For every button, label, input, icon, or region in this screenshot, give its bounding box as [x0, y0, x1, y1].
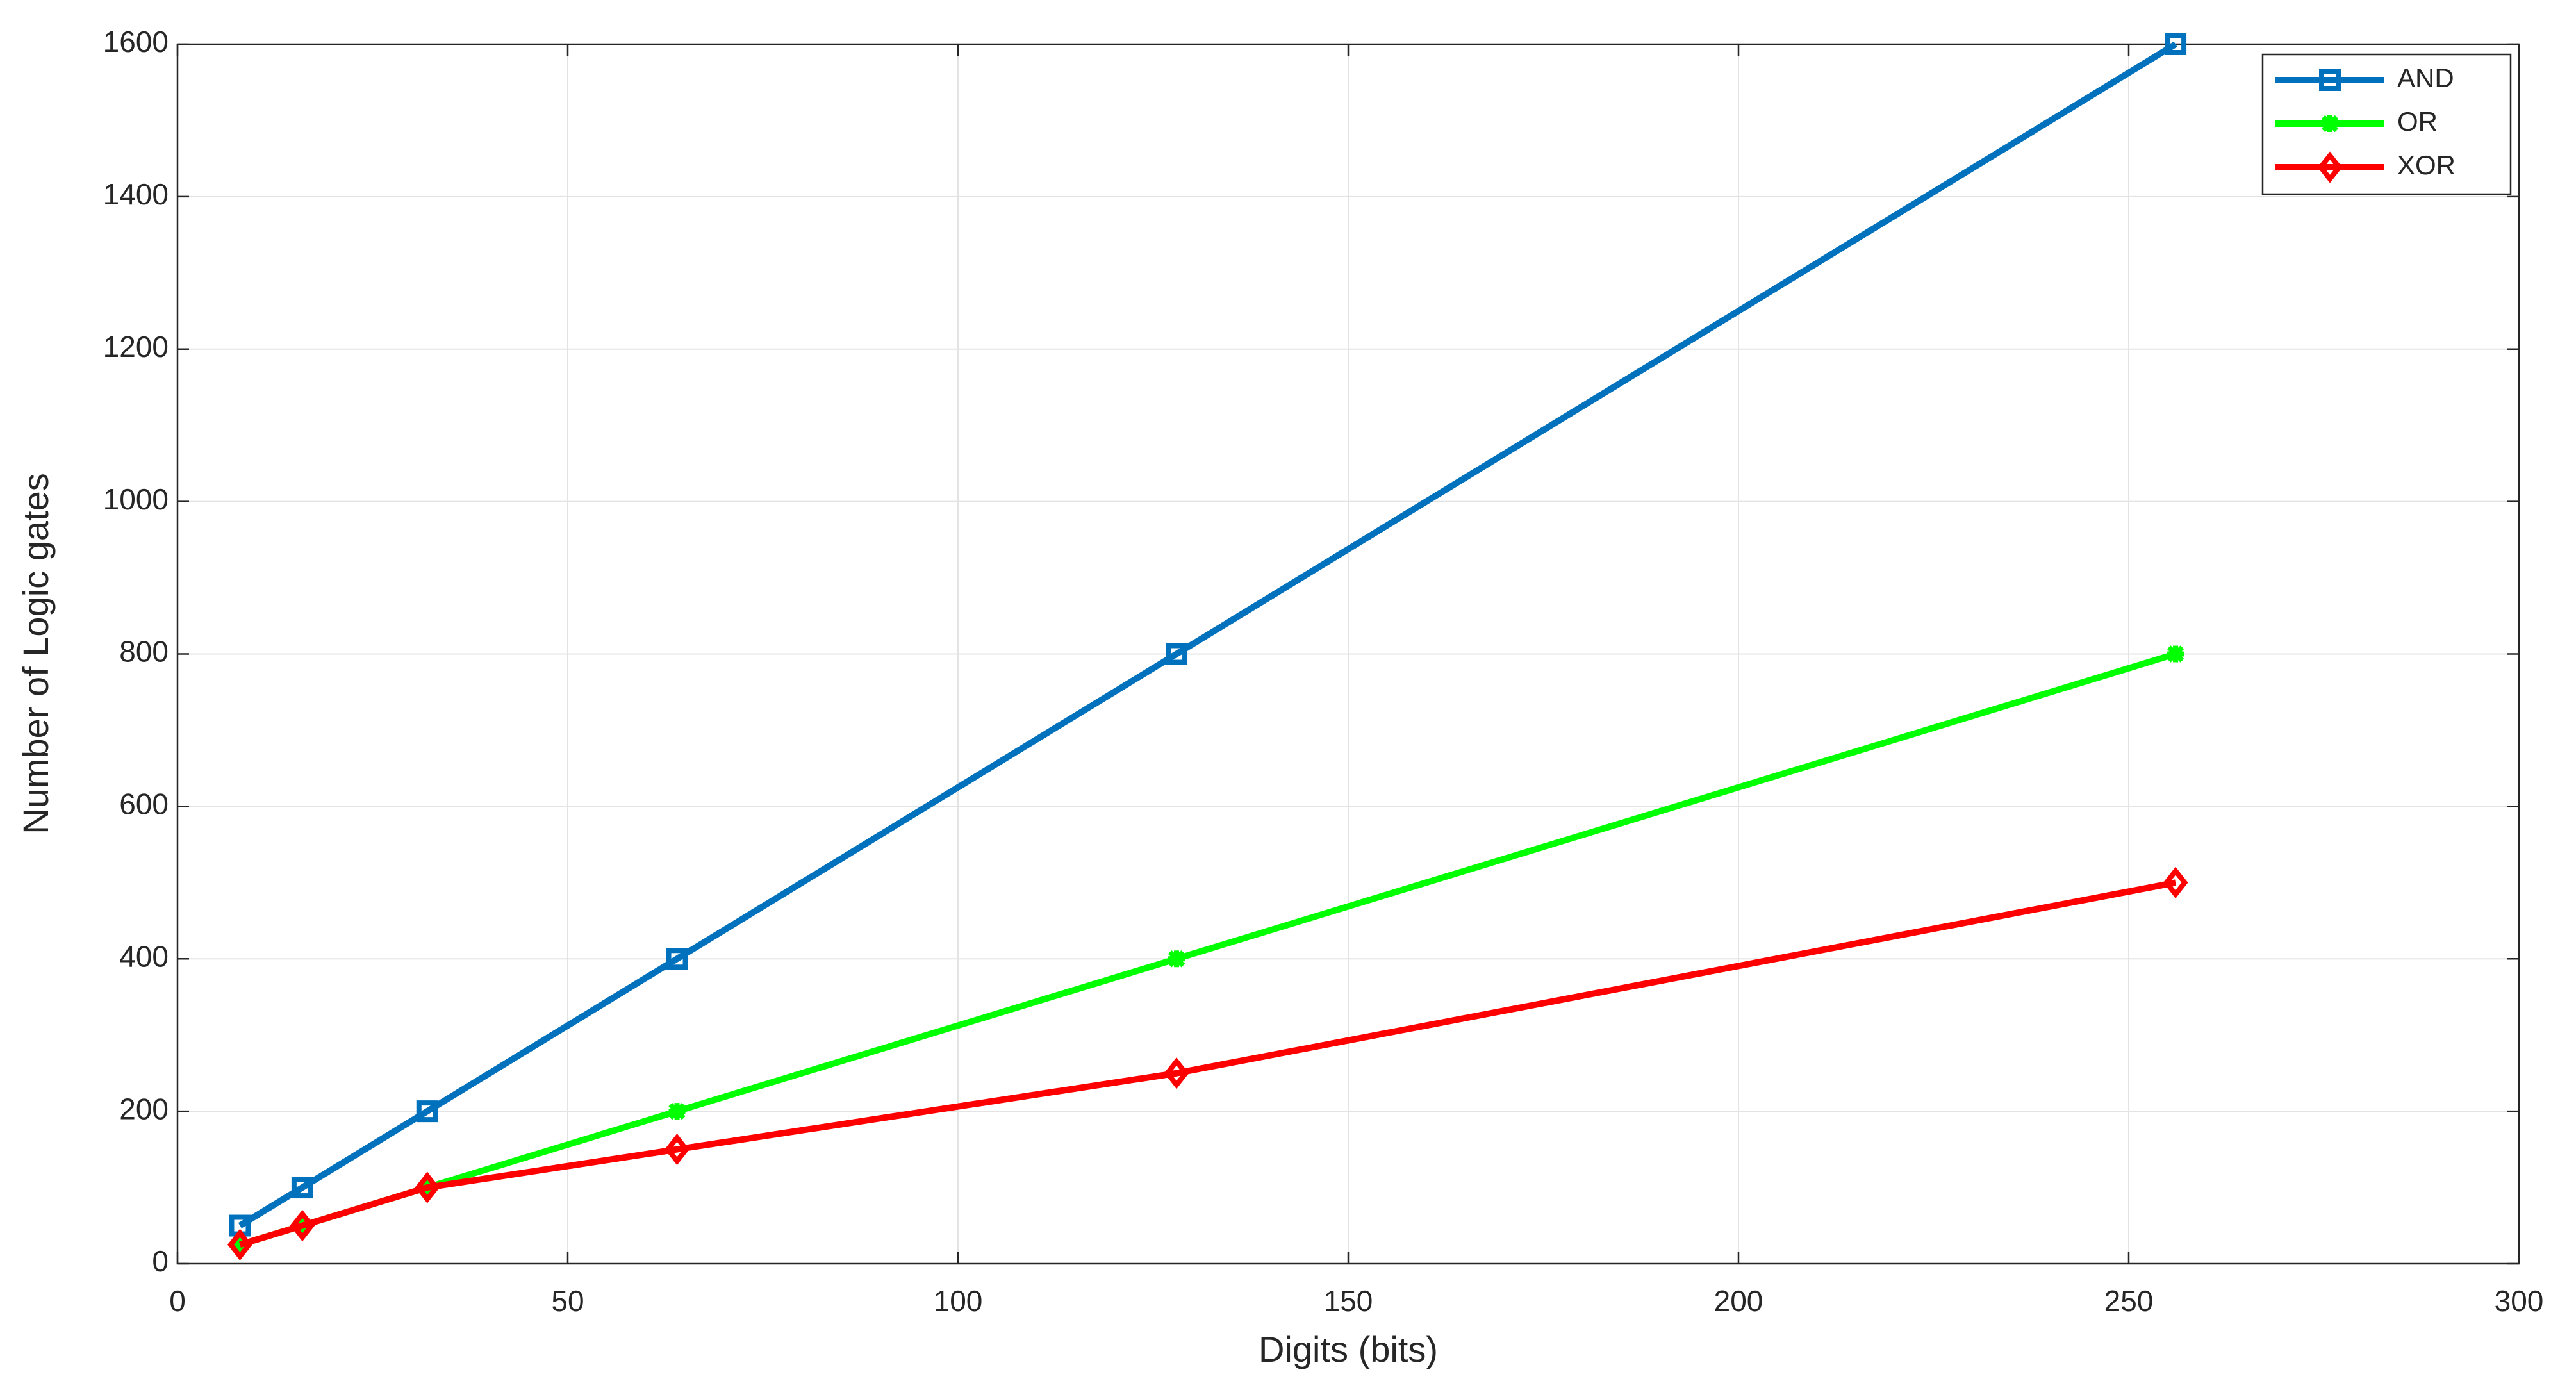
legend-marker	[2317, 151, 2343, 183]
point	[2167, 645, 2184, 663]
point	[668, 1102, 686, 1120]
x-tick-label: 250	[2104, 1284, 2154, 1318]
y-tick-label: 0	[152, 1244, 169, 1278]
series-line	[238, 650, 2177, 1248]
x-axis-label: Digits (bits)	[1259, 1329, 1438, 1369]
legend-marker	[2319, 69, 2341, 91]
point	[1164, 1057, 1189, 1089]
series-line	[238, 879, 2177, 1248]
point	[666, 948, 688, 970]
legend: AND OR XOR	[2261, 53, 2512, 195]
x-tick-label: 200	[1714, 1284, 1763, 1318]
point	[2165, 33, 2187, 55]
y-axis-label: Number of Logic gates	[15, 473, 56, 834]
point	[227, 1228, 252, 1261]
point	[416, 1100, 438, 1123]
point	[291, 1177, 313, 1199]
point	[290, 1209, 315, 1242]
y-tick-label: 1400	[103, 178, 169, 211]
point	[231, 1236, 249, 1253]
x-tick-label: 50	[551, 1284, 584, 1318]
x-tick-label: 0	[169, 1284, 186, 1318]
x-tick-label: 100	[934, 1284, 983, 1318]
legend-label: AND	[2397, 63, 2454, 93]
legend-label: OR	[2397, 106, 2438, 136]
series-line	[238, 41, 2177, 1228]
point	[1166, 643, 1188, 665]
point	[415, 1171, 440, 1203]
y-tick-label: 1600	[103, 25, 169, 58]
y-tick-label: 600	[119, 788, 169, 821]
y-tick-label: 1000	[103, 483, 169, 516]
legend-label: XOR	[2397, 150, 2456, 180]
legend-marker	[2321, 115, 2339, 133]
y-tick-label: 800	[119, 635, 169, 668]
plot-frame	[176, 43, 2520, 1265]
x-tick-label: 300	[2495, 1284, 2544, 1318]
point	[2163, 866, 2188, 898]
x-tick-label: 150	[1324, 1284, 1373, 1318]
point	[665, 1133, 689, 1166]
y-tick-label: 400	[119, 939, 169, 973]
y-tick-label: 200	[119, 1092, 169, 1125]
y-tick-label: 1200	[103, 330, 169, 363]
point	[1168, 950, 1185, 968]
